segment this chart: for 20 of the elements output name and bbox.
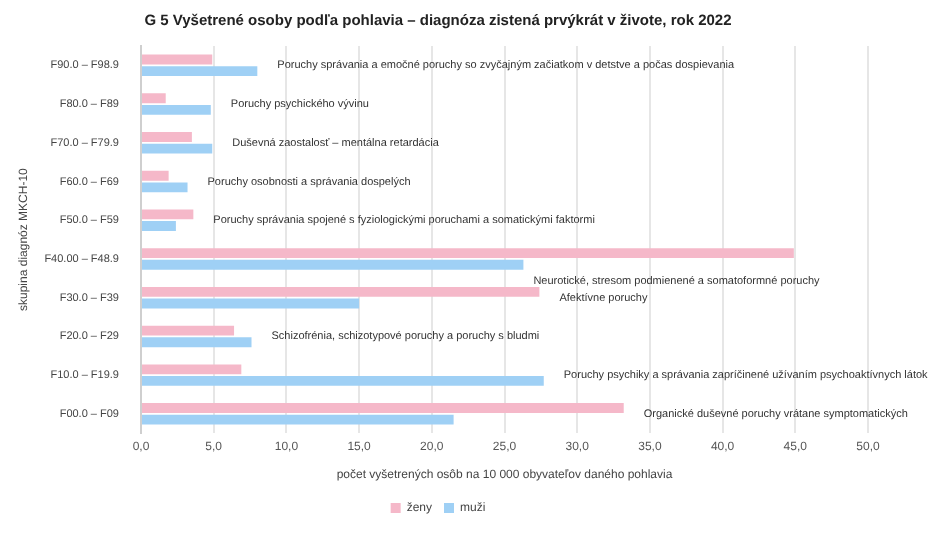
bar [142, 337, 252, 348]
bar [142, 286, 540, 297]
bar [142, 170, 169, 181]
bar [142, 104, 211, 115]
bar [142, 143, 213, 154]
bar [142, 248, 794, 259]
bar [142, 209, 194, 220]
bar [142, 298, 360, 309]
bar [142, 132, 192, 142]
bar [142, 364, 242, 375]
bar [142, 54, 213, 65]
bar [142, 66, 258, 77]
bar [142, 259, 524, 270]
bar [142, 375, 544, 386]
bar [142, 93, 166, 104]
bar [142, 325, 235, 336]
bar [142, 403, 624, 413]
bar [142, 221, 176, 231]
bar [142, 182, 188, 193]
bar [142, 414, 454, 425]
